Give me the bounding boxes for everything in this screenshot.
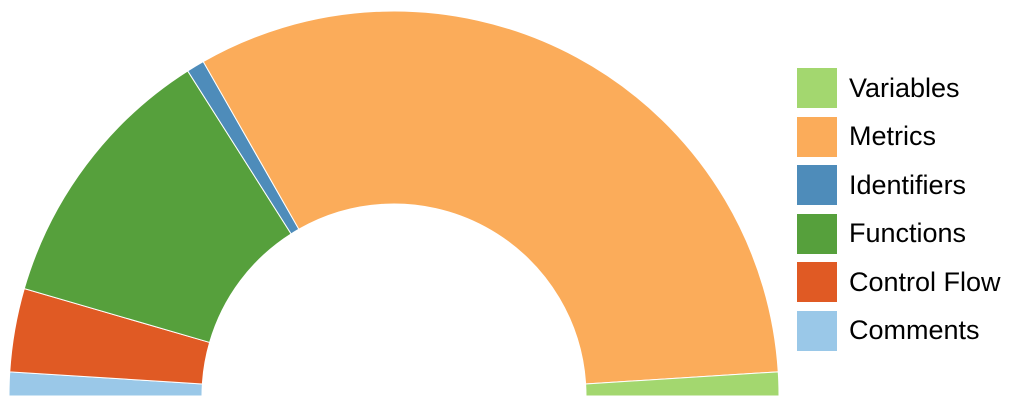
legend-item-variables: Variables	[797, 64, 1001, 113]
legend-label-metrics: Metrics	[849, 121, 936, 152]
legend-label-control-flow: Control Flow	[849, 267, 1001, 298]
chart-legend: Variables Metrics Identifiers Functions …	[797, 64, 1001, 355]
legend-label-functions: Functions	[849, 218, 966, 249]
legend-swatch-control-flow	[797, 262, 837, 302]
legend-item-metrics: Metrics	[797, 113, 1001, 162]
legend-swatch-variables	[797, 68, 837, 108]
legend-label-comments: Comments	[849, 315, 980, 346]
legend-item-functions: Functions	[797, 210, 1001, 259]
legend-swatch-functions	[797, 214, 837, 254]
legend-swatch-identifiers	[797, 165, 837, 205]
legend-label-variables: Variables	[849, 73, 960, 104]
legend-swatch-metrics	[797, 117, 837, 157]
legend-label-identifiers: Identifiers	[849, 170, 966, 201]
legend-item-identifiers: Identifiers	[797, 161, 1001, 210]
legend-swatch-comments	[797, 311, 837, 351]
legend-item-control-flow: Control Flow	[797, 258, 1001, 307]
legend-item-comments: Comments	[797, 307, 1001, 356]
slice-metrics	[203, 11, 778, 384]
